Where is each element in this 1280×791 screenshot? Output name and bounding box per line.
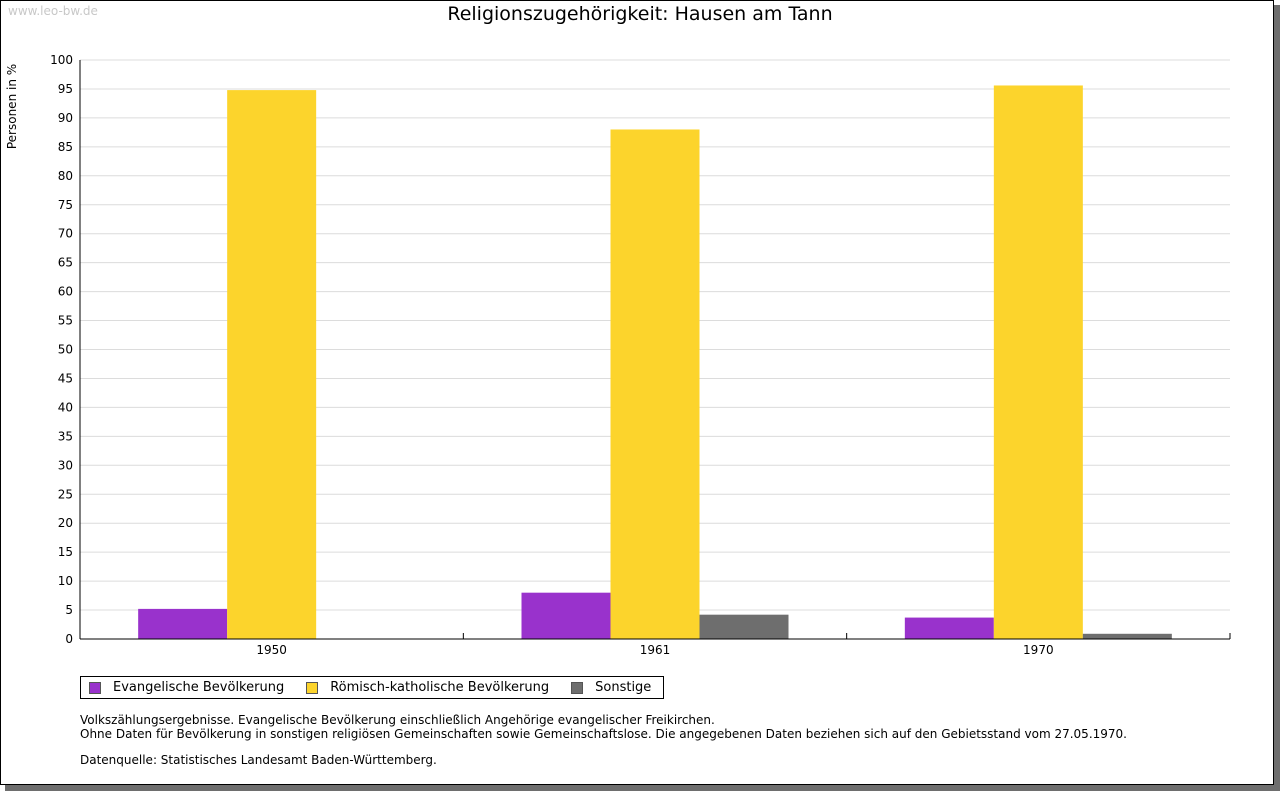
y-tick-label: 80 (58, 169, 73, 183)
y-tick-label: 25 (58, 487, 73, 501)
note-line-2: Ohne Daten für Bevölkerung in sonstigen … (80, 727, 1127, 741)
note-line-1: Volkszählungsergebnisse. Evangelische Be… (80, 713, 715, 727)
axes: 0 5 10 15 20 25 30 35 40 45 50 55 60 65 70 75 80 85 90 95 10… (5, 53, 1231, 657)
legend: Evangelische Bevölkerung Römisch-katholis… (80, 676, 665, 699)
legend-label: Römisch-katholische Bevölkerung (330, 680, 550, 695)
legend-label: Evangelische Bevölkerung (113, 680, 285, 695)
legend-swatch (89, 681, 101, 694)
bar (227, 90, 317, 639)
y-tick-label: 65 (58, 256, 73, 270)
y-tick-label: 0 (65, 632, 73, 646)
legend-item: Römisch-katholische Bevölkerung (306, 680, 549, 695)
y-tick-label: 100 (50, 53, 73, 67)
bars (138, 85, 1172, 640)
bar (904, 617, 994, 639)
y-tick-label: 85 (58, 140, 73, 154)
y-tick-label: 15 (58, 545, 73, 559)
y-tick-label: 50 (58, 343, 73, 357)
legend-item: Evangelische Bevölkerung (89, 680, 284, 695)
y-tick-label: 5 (65, 603, 73, 617)
y-tick-label: 95 (58, 82, 73, 96)
watermark: www.leo-bw.de (8, 4, 98, 18)
legend-swatch (571, 681, 584, 694)
y-tick-label: 30 (58, 458, 73, 472)
data-source: Datenquelle: Statistisches Landesamt Bad… (80, 753, 437, 767)
y-axis-label: Personen in % (5, 64, 19, 149)
y-tick-label: 70 (58, 227, 73, 241)
y-tick-label: 75 (58, 198, 73, 212)
y-tick-label: 35 (58, 429, 73, 443)
x-tick-label: 1961 (640, 643, 671, 657)
chart-title: Religionszugehörigkeit: Hausen am Tann (447, 3, 833, 25)
bar (610, 129, 700, 640)
y-tick-label: 60 (58, 285, 73, 299)
legend-swatch (306, 681, 319, 694)
legend-label: Sonstige (595, 680, 652, 695)
x-tick-label: 1970 (1023, 643, 1054, 657)
y-tick-label: 45 (58, 371, 73, 385)
bar (699, 614, 789, 639)
bar (138, 608, 228, 639)
bar (1082, 633, 1172, 639)
y-tick-label: 90 (58, 111, 73, 125)
y-tick-label: 40 (58, 400, 73, 414)
y-tick-label: 20 (58, 516, 73, 530)
frame-shadow-right (1274, 5, 1280, 791)
x-tick-label: 1950 (256, 643, 287, 657)
legend-item: Sonstige (571, 680, 651, 695)
bar (993, 85, 1083, 639)
y-tick-label: 10 (58, 574, 73, 588)
notes: Volkszählungsergebnisse. Evangelische Be… (80, 713, 1127, 767)
bar (521, 592, 611, 639)
frame-shadow-bottom (5, 785, 1280, 791)
y-tick-label: 55 (58, 314, 73, 328)
